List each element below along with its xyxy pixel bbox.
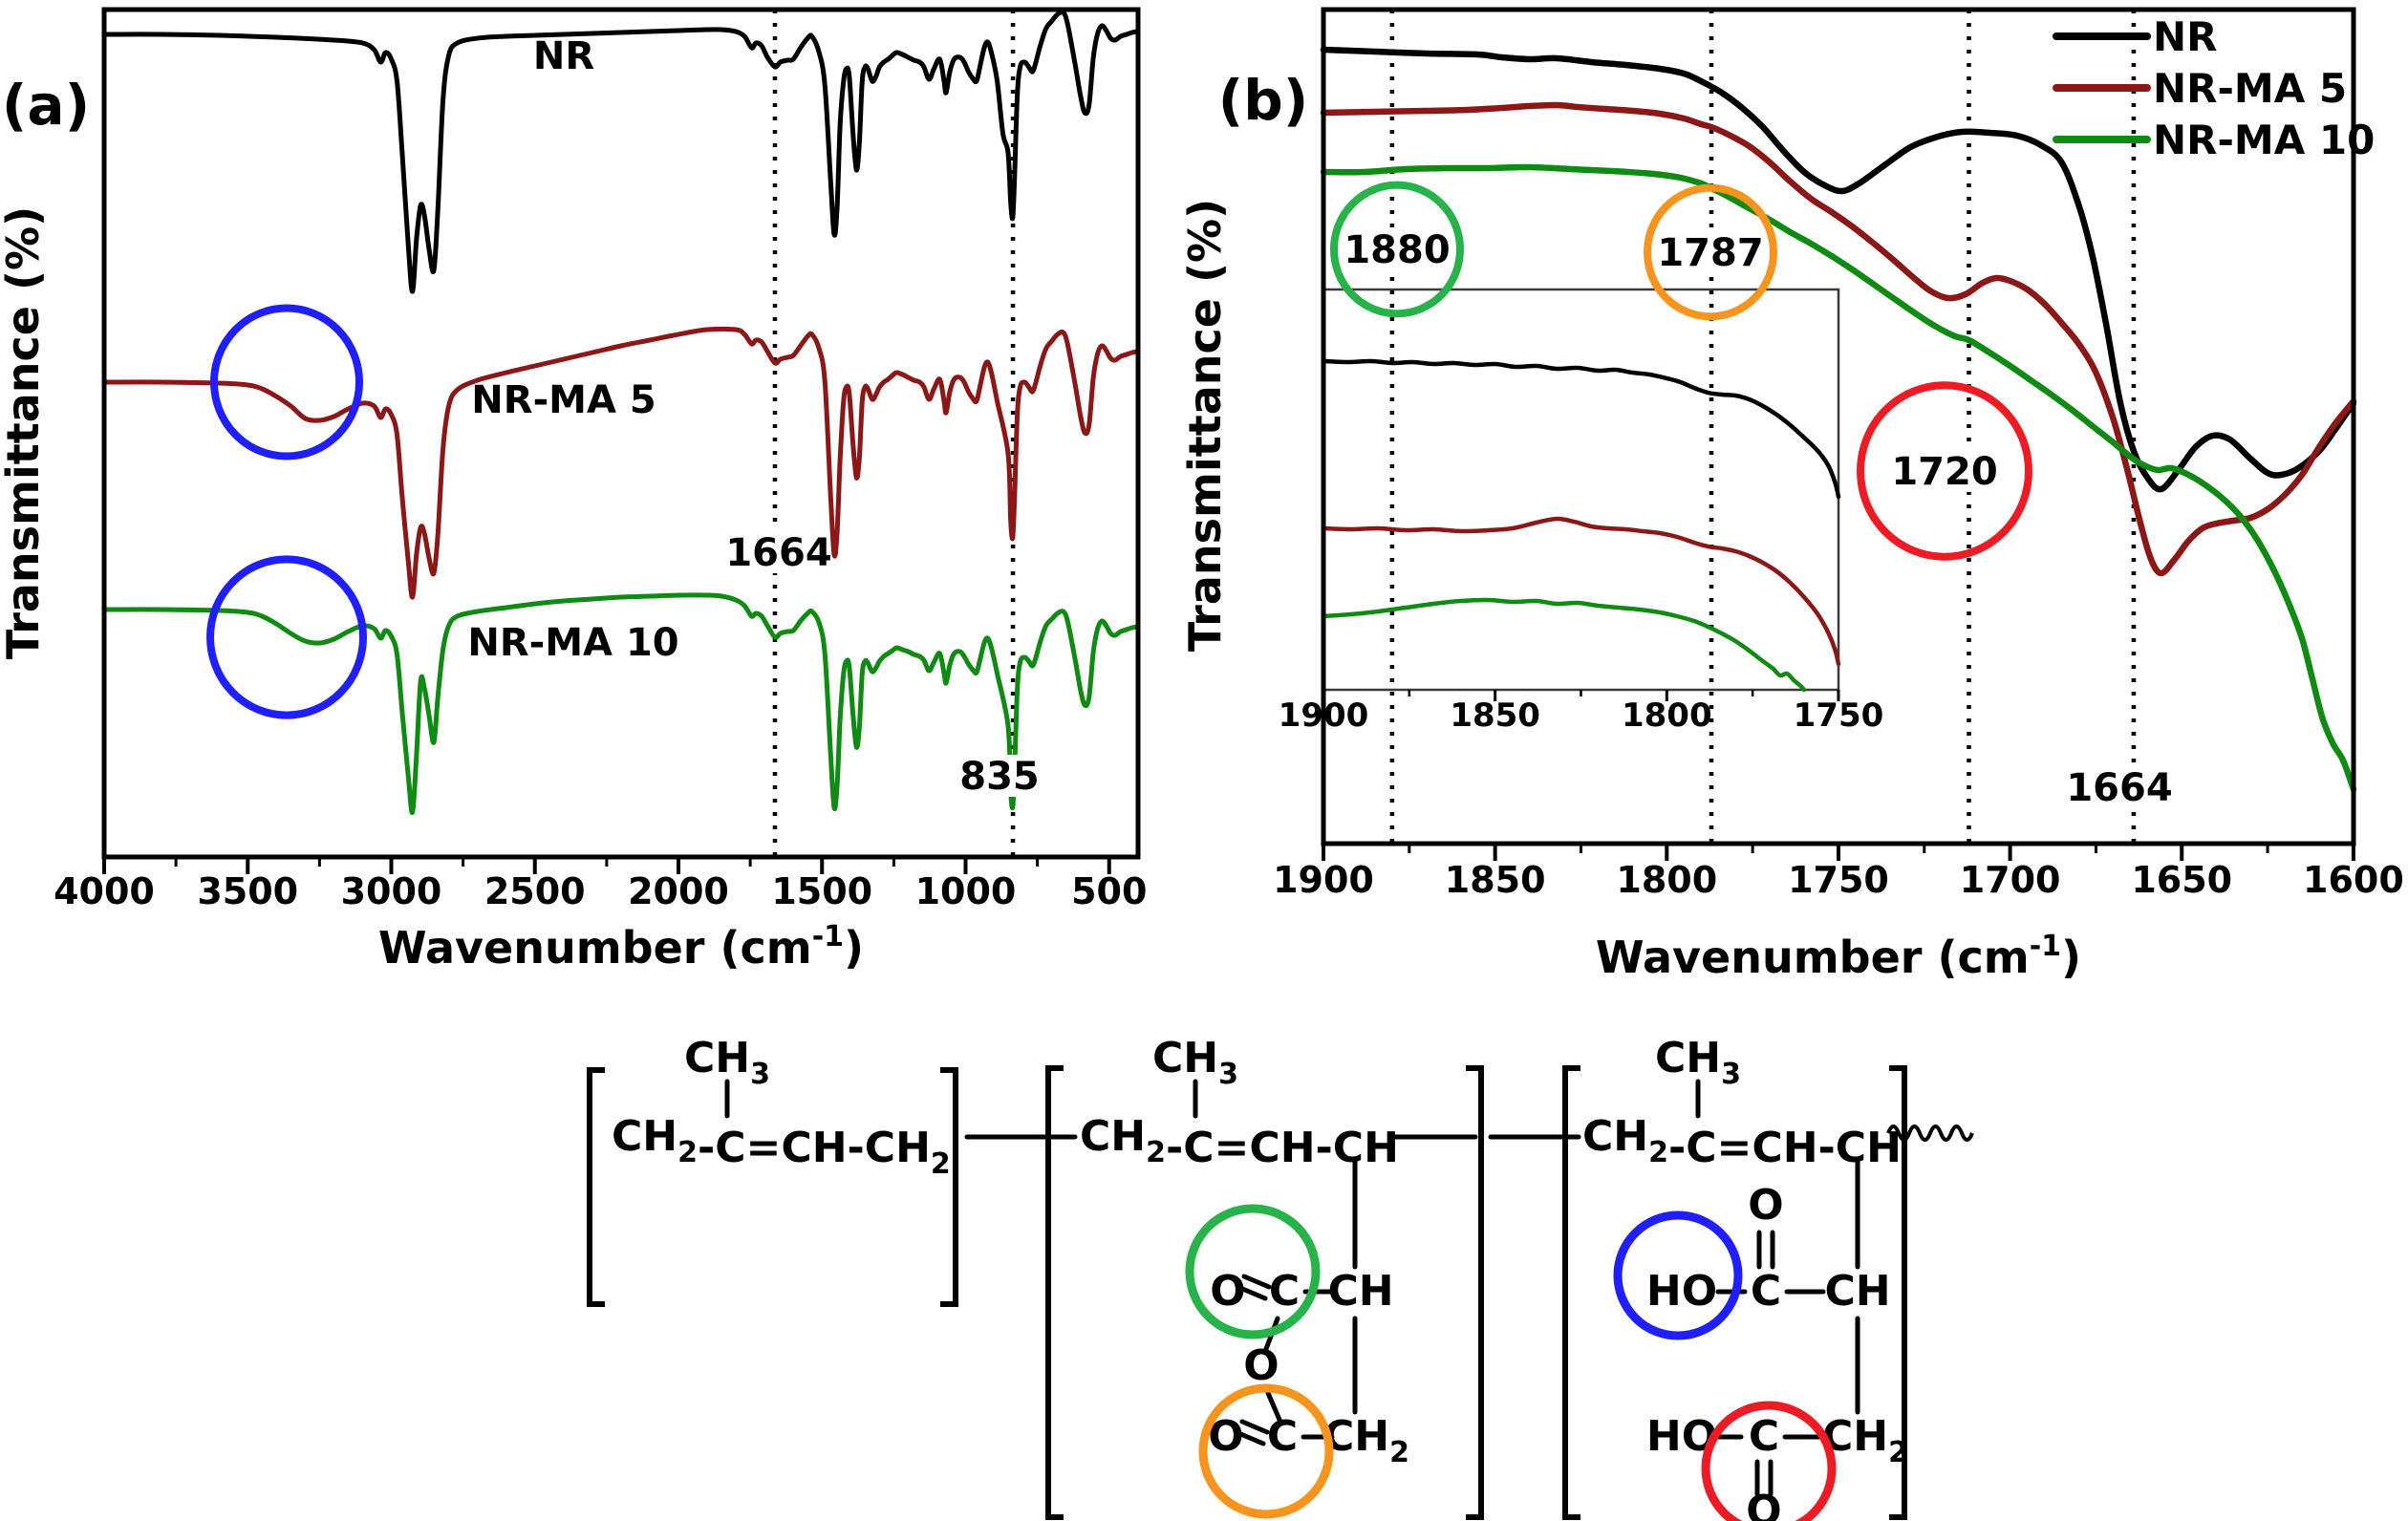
atom-label: CH2-C=CH-CH2: [612, 1112, 951, 1181]
atom-label: CH2-C=CH-CH: [1080, 1112, 1399, 1172]
bracket-right: [1466, 1065, 1484, 1520]
label-mask: [1901, 450, 1989, 492]
atom-label: C: [1269, 1267, 1300, 1316]
x-tick-label: 1600: [2303, 859, 2404, 901]
main-curve-nr-ma-5: [101, 326, 1141, 600]
atom-label: CH: [1327, 1267, 1393, 1316]
x-tick-label: 1650: [2131, 859, 2232, 901]
atom-label: C: [1751, 1267, 1781, 1316]
label-mask: [1353, 228, 1441, 270]
functional-group-circle: [1613, 1210, 1743, 1340]
annotation-circle: [210, 304, 363, 461]
x-tick-label: 1000: [915, 870, 1017, 912]
label-mask: [1666, 231, 1754, 273]
x-tick-label: 1500: [771, 870, 872, 912]
x-axis-title: Wavenumber (cm-1): [1596, 930, 2081, 983]
atom-label: CH3: [684, 1034, 770, 1091]
functional-group-circle: [1185, 1204, 1321, 1339]
inset-tick-label: 1800: [1622, 696, 1712, 735]
bracket-right: [940, 1067, 958, 1307]
wavenumber-annotation: 1664: [725, 531, 831, 575]
x-tick-label: 1850: [1445, 859, 1546, 901]
bracket-left: [587, 1067, 605, 1307]
chain-continuation-squiggle: [1886, 1125, 1974, 1142]
atom-label: O: [1746, 1487, 1781, 1521]
inset-tick-label: 1850: [1450, 696, 1540, 735]
inset-curve-nr-ma-10: [1321, 597, 1807, 693]
x-tick-label: 2000: [628, 870, 729, 912]
circle-annotation: 1880: [1344, 228, 1450, 272]
label-mask: [965, 755, 1034, 797]
label-mask: [2074, 766, 2165, 808]
chemical-structure: CH3 CH3 CH3 CH2-C=CH-CH2 CH2-C=CH-CH CH2-C=CH…: [587, 1034, 1974, 1521]
inset-box: [1322, 288, 1840, 692]
bracket-left: [1045, 1065, 1064, 1520]
x-tick-label: 1800: [1616, 859, 1717, 901]
atom-label: O: [1210, 1267, 1245, 1316]
legend-label: NR-MA 5: [2153, 65, 2347, 112]
x-tick-label: 4000: [54, 870, 155, 912]
y-axis-title: Transmittance (%): [1179, 199, 1231, 652]
functional-group-circle: [1198, 1383, 1334, 1519]
annotation-circle: [1644, 183, 1777, 321]
main-curve-nr-ma-10: [101, 592, 1141, 815]
inset-curve-nr: [1321, 358, 1841, 500]
wavenumber-annotation: 835: [959, 755, 1040, 799]
bracket-left: [1562, 1065, 1580, 1520]
x-tick-label: 1900: [1273, 859, 1374, 901]
panel-letter: (a): [2, 73, 90, 138]
circle-annotation: 1787: [1657, 231, 1763, 275]
atom-label: CH3: [1152, 1034, 1238, 1091]
main-curve-nr: [101, 9, 1141, 294]
plot-frame: [101, 7, 1141, 860]
panel-letter: (b): [1218, 68, 1309, 133]
bond: [1237, 1285, 1268, 1301]
atom-label: CH2: [1323, 1412, 1409, 1469]
atom-label: O: [1748, 1181, 1783, 1230]
atom-label: CH3: [1655, 1034, 1741, 1091]
functional-group-circle: [1701, 1401, 1837, 1521]
legend-label: NR: [2153, 13, 2218, 60]
inset-curve-nr-ma-5: [1321, 516, 1841, 667]
x-tick-label: 2500: [484, 870, 586, 912]
main-curve-nr: [1320, 46, 2357, 493]
x-tick-label: 500: [1071, 870, 1147, 912]
bracket-right: [1889, 1065, 1907, 1520]
atom-label: CH2: [1822, 1412, 1908, 1469]
atom-label: C: [1267, 1412, 1298, 1461]
annotation-circle: [1330, 181, 1464, 318]
bond: [1239, 1419, 1270, 1435]
atom-label: CH: [1824, 1267, 1890, 1316]
x-tick-label: 3000: [341, 870, 442, 912]
main-curve-nr-ma-5: [1320, 101, 2357, 577]
label-mask: [733, 531, 825, 573]
atom-label: O: [1243, 1341, 1279, 1390]
legend-label: NR-MA 10: [2153, 117, 2375, 163]
circle-annotation: 1720: [1891, 450, 1997, 494]
atom-label: HO: [1646, 1267, 1717, 1316]
curve-label: NR: [533, 34, 594, 78]
x-tick-label: 1700: [1960, 859, 2061, 901]
annotation-circle: [1857, 381, 2032, 561]
x-tick-label: 1750: [1788, 859, 1889, 901]
bond: [1236, 1430, 1266, 1446]
inset-tick-label: 1750: [1794, 696, 1884, 735]
bond: [1241, 1274, 1272, 1290]
x-axis-title: Wavenumber (cm-1): [378, 920, 864, 974]
bond: [1265, 1390, 1282, 1423]
curve-label: NR-MA 5: [471, 378, 656, 422]
x-tick-label: 3500: [197, 870, 298, 912]
panel-a-spectrum: 4000 3500 3000 2500 2000 1500 1000 500 1664 835 (a…: [0, 7, 1147, 974]
curve-label: NR-MA 10: [467, 621, 678, 665]
atom-label: CH2-C=CH-CH: [1582, 1112, 1902, 1172]
atom-label: C: [1749, 1412, 1779, 1461]
wavenumber-annotation: 1664: [2066, 766, 2172, 810]
main-curve-nr-ma-10: [1320, 163, 2357, 793]
y-axis-title: Transmittance (%): [0, 206, 49, 659]
annotation-circle: [206, 555, 367, 719]
